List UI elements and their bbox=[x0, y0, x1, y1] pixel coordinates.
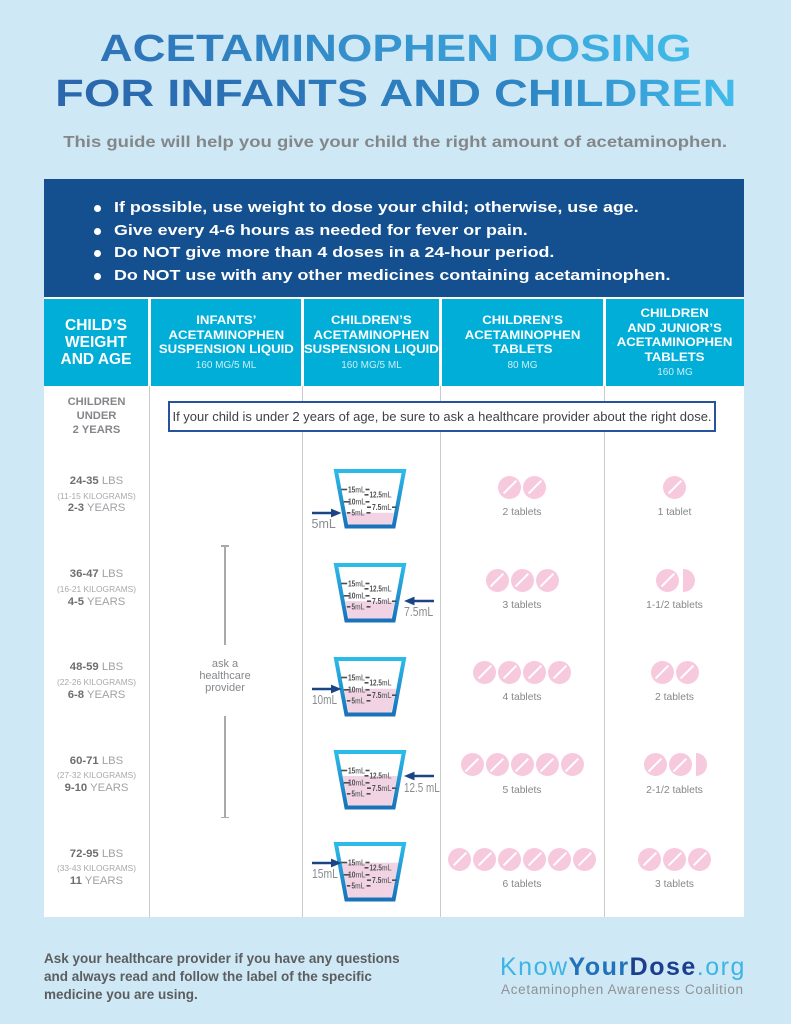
svg-text:12.5mL: 12.5mL bbox=[369, 679, 391, 688]
svg-text:5mL: 5mL bbox=[351, 509, 364, 518]
svg-text:5mL: 5mL bbox=[351, 602, 364, 611]
svg-text:10mL: 10mL bbox=[348, 498, 366, 507]
svg-text:12.5mL: 12.5mL bbox=[369, 491, 391, 500]
svg-text:15mL: 15mL bbox=[348, 767, 365, 776]
svg-text:10mL: 10mL bbox=[348, 779, 366, 788]
svg-text:7.5mL: 7.5mL bbox=[372, 784, 392, 793]
svg-text:7.5mL: 7.5mL bbox=[372, 691, 392, 700]
svg-text:15mL: 15mL bbox=[348, 579, 365, 588]
svg-text:12.5mL: 12.5mL bbox=[369, 772, 391, 781]
svg-text:12.5mL: 12.5mL bbox=[369, 584, 391, 593]
svg-text:10mL: 10mL bbox=[348, 591, 366, 600]
svg-text:5mL: 5mL bbox=[351, 882, 364, 891]
svg-text:15mL: 15mL bbox=[348, 485, 365, 494]
svg-text:7.5mL: 7.5mL bbox=[372, 876, 392, 885]
svg-text:15mL: 15mL bbox=[348, 673, 365, 682]
svg-text:5mL: 5mL bbox=[351, 697, 364, 706]
svg-text:10mL: 10mL bbox=[348, 871, 366, 880]
svg-text:5mL: 5mL bbox=[351, 790, 364, 799]
svg-text:15mL: 15mL bbox=[348, 858, 365, 867]
svg-text:7.5mL: 7.5mL bbox=[372, 597, 392, 606]
svg-text:10mL: 10mL bbox=[348, 686, 366, 695]
svg-text:7.5mL: 7.5mL bbox=[372, 503, 392, 512]
svg-text:12.5mL: 12.5mL bbox=[369, 864, 391, 873]
